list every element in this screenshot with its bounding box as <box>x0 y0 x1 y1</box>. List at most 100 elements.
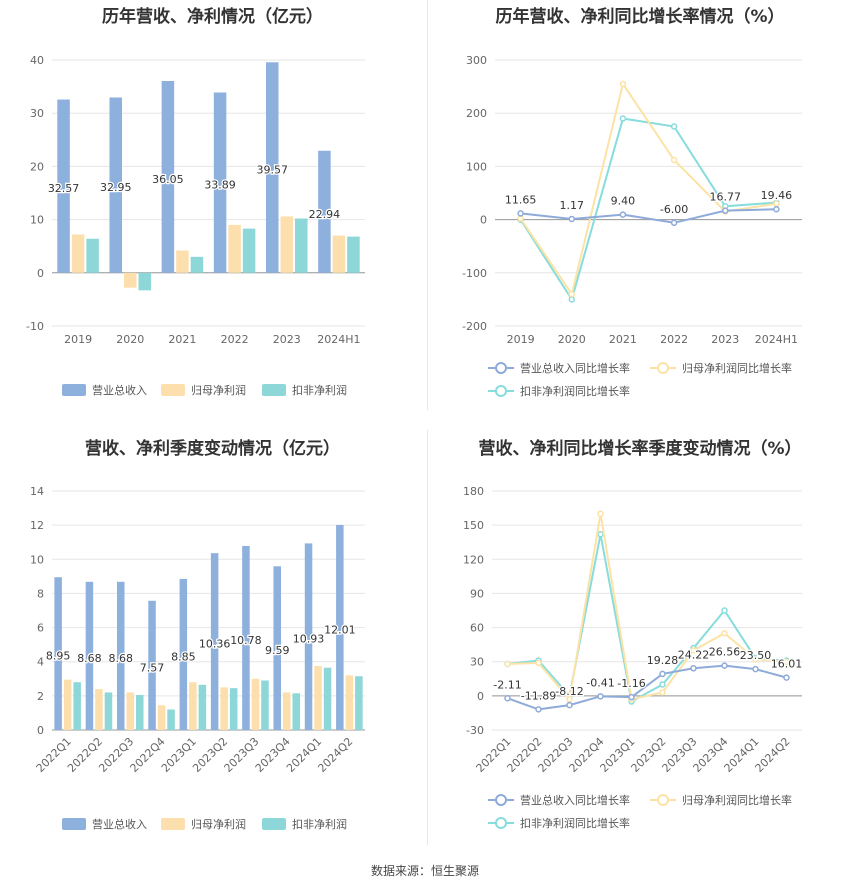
y-tick-label: -200 <box>462 320 487 333</box>
data-point <box>721 662 728 669</box>
chart-title: 历年营收、净利情况（亿元） <box>102 7 323 27</box>
legend: 营业总收入同比增长率 归母净利润同比增长率 扣非净利润同比增长率 <box>430 792 850 836</box>
data-point <box>783 674 790 681</box>
bar <box>345 675 354 730</box>
y-tick-label: -30 <box>466 724 484 737</box>
y-tick-label: 20 <box>30 160 44 173</box>
legend-swatch <box>488 385 514 397</box>
legend-item-revenue[interactable]: 营业总收入 <box>62 816 147 832</box>
y-tick-label: 30 <box>470 656 484 669</box>
bar <box>295 218 308 273</box>
bar <box>86 238 99 273</box>
x-tick-label: 2024H1 <box>755 333 798 346</box>
data-point <box>504 695 511 702</box>
bar <box>109 97 122 273</box>
data-point <box>619 115 627 122</box>
legend-item-net-profit-growth[interactable]: 归母净利润同比增长率 <box>650 360 792 376</box>
data-point <box>619 80 627 88</box>
legend-label: 归母净利润 <box>191 384 246 397</box>
bar <box>116 581 125 730</box>
data-label: 32.95 <box>100 181 132 194</box>
bar <box>229 688 238 730</box>
legend-swatch <box>161 384 185 396</box>
legend-swatch <box>262 384 286 396</box>
bar <box>54 577 62 730</box>
legend-swatch <box>488 362 514 374</box>
legend-item-deducted-profit[interactable]: 扣非净利润 <box>262 382 347 398</box>
legend-item-net-profit[interactable]: 归母净利润 <box>161 816 246 832</box>
legend-item-revenue[interactable]: 营业总收入 <box>62 382 147 398</box>
bar <box>282 692 291 730</box>
bar <box>242 545 250 730</box>
data-label: 33.89 <box>204 179 236 192</box>
legend-label: 归母净利润同比增长率 <box>682 362 792 375</box>
legend: 营业总收入 归母净利润 扣非净利润 <box>0 382 425 402</box>
bar <box>314 665 322 730</box>
series-line <box>520 208 777 224</box>
data-source-note: 数据来源：恒生聚源 <box>370 864 479 878</box>
data-point <box>566 701 573 709</box>
legend-item-revenue-growth[interactable]: 营业总收入同比增长率 <box>488 792 630 808</box>
legend-label: 扣非净利润 <box>292 384 347 397</box>
legend-item-deducted-growth[interactable]: 扣非净利润同比增长率 <box>488 815 630 831</box>
annual-growth-panel: 历年营收、净利同比增长率情况（%） -200 -100 0 100 200 300 2019… <box>430 0 850 410</box>
data-point <box>597 530 604 538</box>
bar <box>85 581 94 730</box>
legend-item-net-profit-growth[interactable]: 归母净利润同比增长率 <box>650 792 792 808</box>
bar <box>95 689 103 730</box>
x-tick-label: 2023 <box>273 333 301 346</box>
legend-label: 营业总收入 <box>92 818 147 831</box>
legend-item-revenue-growth[interactable]: 营业总收入同比增长率 <box>488 360 630 376</box>
bar <box>280 216 294 273</box>
y-tick-label: 300 <box>466 54 487 67</box>
legend-item-net-profit[interactable]: 归母净利润 <box>161 382 246 398</box>
data-label: 32.57 <box>48 182 80 195</box>
bar <box>176 250 189 273</box>
bar <box>323 667 332 730</box>
data-point <box>773 205 780 213</box>
bar <box>251 678 260 730</box>
data-point <box>535 659 542 667</box>
y-tick-label: 0 <box>480 214 487 227</box>
y-tick-label: 90 <box>470 587 484 600</box>
bar <box>265 62 279 273</box>
quarterly-revenue-profit-panel: 营收、净利季度变动情况（亿元） 0 2 4 6 8 10 12 14 2022Q1 2022Q2 2… <box>0 432 425 842</box>
data-point <box>597 693 604 700</box>
data-label: 11.65 <box>505 193 536 206</box>
bar <box>126 692 135 730</box>
bar <box>261 680 269 730</box>
y-tick-label: -10 <box>26 320 44 333</box>
data-point <box>517 215 524 222</box>
annual-revenue-profit-panel: 历年营收、净利情况（亿元） -10 0 10 20 30 40 2019 2020 2021 20… <box>0 0 425 410</box>
legend-item-deducted-profit[interactable]: 扣非净利润 <box>262 816 347 832</box>
bar <box>189 682 197 730</box>
legend-swatch <box>650 794 676 806</box>
legend-label: 扣非净利润 <box>292 818 347 831</box>
data-point <box>670 123 678 130</box>
data-label: 12.01 <box>324 623 356 636</box>
y-tick-label: 0 <box>37 267 44 280</box>
data-label: 9.59 <box>265 644 290 657</box>
legend-swatch <box>62 384 86 396</box>
legend-swatch <box>161 818 185 830</box>
legend: 营业总收入 归母净利润 扣非净利润 <box>0 816 425 836</box>
series-line <box>507 534 787 704</box>
chart-title: 营收、净利季度变动情况（亿元） <box>85 439 340 459</box>
data-label: -0.41 <box>586 676 614 689</box>
y-tick-label: 30 <box>30 107 44 120</box>
data-point <box>721 607 728 614</box>
bar <box>179 578 188 730</box>
data-point <box>722 207 729 214</box>
data-label: 1.17 <box>560 199 585 212</box>
annual-growth-chart: -200 -100 0 100 200 300 2019 2020 2021 2022 2023 20… <box>462 54 802 346</box>
data-point <box>659 689 666 696</box>
y-tick-label: 4 <box>37 656 44 669</box>
data-label: 22.94 <box>309 208 341 221</box>
data-point <box>566 696 573 703</box>
x-tick-label: 2023 <box>711 333 739 346</box>
legend-item-deducted-growth[interactable]: 扣非净利润同比增长率 <box>488 383 630 399</box>
bar <box>220 687 228 730</box>
data-label: 16.01 <box>771 658 803 671</box>
bar <box>318 150 331 273</box>
legend-label: 营业总收入同比增长率 <box>520 362 630 375</box>
